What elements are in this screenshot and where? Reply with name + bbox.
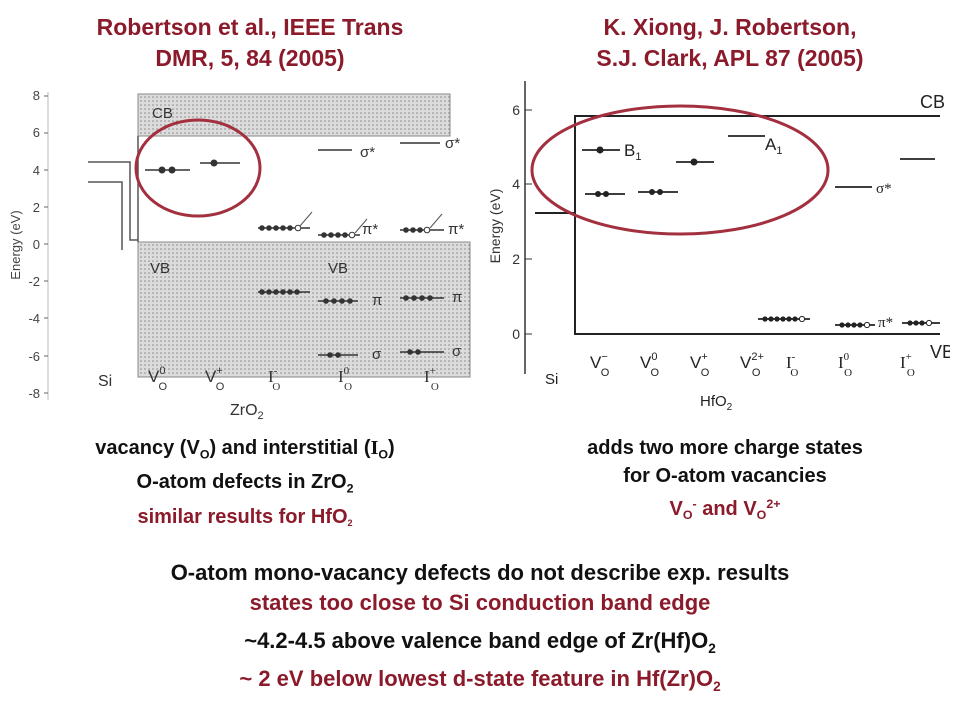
left-caption-line2: O-atom defects in ZrO2: [136, 471, 354, 496]
bottom-conclusions: O-atom mono-vacancy defects do not descr…: [0, 558, 960, 702]
tick: 4: [512, 176, 520, 192]
left-defect-label: V+ O: [205, 365, 225, 393]
left-caption-line1: vacancy (VO) and interstitial (IO): [95, 437, 395, 462]
left-citation: Robertson et al., IEEE Trans DMR, 5, 84 …: [20, 12, 480, 74]
right-energy-diagram: 6 4 2 0 Energy (eV) CB VB Si B1 A1 σ* π*: [490, 81, 950, 413]
left-highlight-ellipse: [134, 118, 262, 218]
right-citation-line2: S.J. Clark, APL 87 (2005): [596, 45, 864, 71]
left-yaxis-ticks: 8 6 4 2 0 -2 -4 -6 -8: [28, 88, 40, 401]
right-citation: K. Xiong, J. Robertson, S.J. Clark, APL …: [505, 12, 955, 74]
tick: -4: [28, 311, 40, 326]
right-defect-label: V+ O: [690, 351, 710, 379]
left-cb-band: [137, 93, 451, 137]
orbital-pi-star: π*: [448, 221, 464, 238]
orbital-sigma: σ: [452, 343, 462, 360]
left-vb-label: VB: [150, 260, 170, 277]
right-defect-label: V0 O: [640, 351, 659, 379]
tick: 2: [33, 200, 40, 215]
right-defect-label: V− O: [590, 351, 610, 379]
tick: 6: [33, 125, 40, 140]
right-ylabel: Energy (eV): [490, 189, 503, 264]
left-defect-label: I0 O: [338, 365, 352, 393]
tick: -8: [28, 386, 40, 401]
tick: 0: [512, 326, 520, 342]
right-caption-line1: adds two more charge states: [587, 437, 863, 459]
orbital-sigma-star: σ*: [360, 144, 375, 161]
tick: -6: [28, 349, 40, 364]
tick: 2: [512, 251, 520, 267]
right-caption-line3: VO- and VO2+: [669, 497, 781, 523]
tick: 6: [512, 102, 520, 118]
right-cb-label: CB: [920, 92, 945, 112]
right-vb-label: VB: [930, 342, 950, 362]
state-a1-label: A1: [765, 135, 782, 157]
tick: 8: [33, 88, 40, 103]
tick: -2: [28, 274, 40, 289]
tick: 0: [33, 237, 40, 252]
left-xlabel: ZrO2: [230, 402, 264, 422]
right-highlight-ellipse: [530, 104, 830, 236]
right-citation-line1: K. Xiong, J. Robertson,: [603, 14, 857, 40]
left-defect-label: V0 O: [148, 365, 167, 393]
left-vb-label-2: VB: [328, 260, 348, 277]
orbital-sigma-star: σ*: [876, 181, 892, 197]
right-defect-label: I-O: [786, 351, 798, 379]
left-defect-label: I-O: [268, 365, 280, 393]
left-caption-line3: similar results for HfO2: [137, 505, 353, 528]
orbital-pi-star: π*: [878, 315, 893, 331]
right-defect-label: I0 O: [838, 351, 852, 379]
left-cb-label: CB: [152, 105, 173, 122]
right-caption: adds two more charge states for O-atom v…: [505, 434, 945, 529]
orbital-sigma-star: σ*: [445, 135, 460, 152]
right-defect-label: I+ O: [900, 351, 915, 379]
bottom-line2: states too close to Si conduction band e…: [249, 590, 711, 615]
orbital-pi-star: π*: [362, 221, 378, 238]
left-si-label: Si: [98, 373, 112, 390]
right-defect-label: V2+ O: [740, 351, 764, 379]
orbital-sigma: σ: [372, 346, 382, 363]
bottom-line3: ~4.2-4.5 above valence band edge of Zr(H…: [244, 628, 716, 656]
left-citation-line1: Robertson et al., IEEE Trans: [96, 14, 404, 40]
bottom-line1: O-atom mono-vacancy defects do not descr…: [170, 560, 790, 585]
orbital-pi: π: [372, 292, 382, 309]
tick: 4: [33, 163, 40, 178]
right-xlabel: HfO2: [700, 393, 733, 413]
left-ylabel: Energy (eV): [8, 210, 23, 279]
state-b1-label: B1: [624, 141, 641, 163]
right-caption-line2: for O-atom vacancies: [623, 465, 827, 487]
left-energy-diagram: 8 6 4 2 0 -2 -4 -6 -8 Energy (eV) CB VB …: [8, 88, 471, 422]
orbital-pi: π: [452, 289, 462, 306]
left-vb-band: [137, 241, 471, 378]
left-defect-label: I+ O: [424, 365, 439, 393]
left-caption: vacancy (VO) and interstitial (IO) O-ato…: [0, 434, 490, 537]
bottom-line4: ~ 2 eV below lowest d-state feature in H…: [239, 665, 721, 694]
right-si-label: Si: [545, 371, 558, 388]
left-citation-line2: DMR, 5, 84 (2005): [155, 45, 345, 71]
